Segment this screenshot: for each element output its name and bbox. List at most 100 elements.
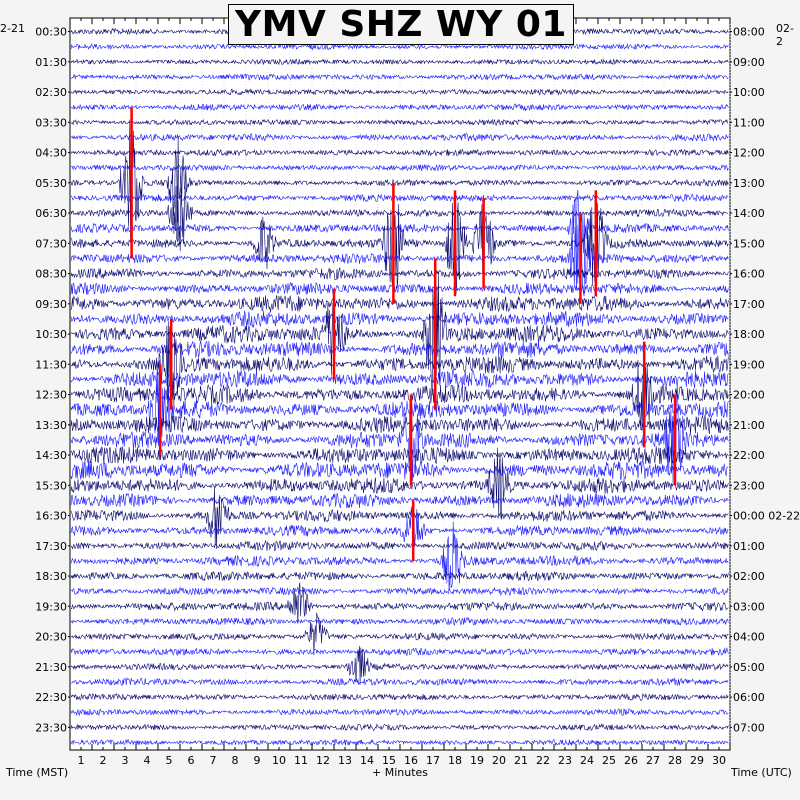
left-time-label: 20:30 (35, 631, 67, 644)
seismic-traces (70, 27, 729, 747)
x-axis-title: + Minutes (372, 766, 429, 779)
trace-row-5 (70, 103, 729, 112)
x-tick-label: 21 (514, 754, 528, 767)
trace-row-14 (70, 191, 729, 297)
trace-row-45 (70, 708, 729, 717)
left-time-label: 02:30 (35, 86, 67, 99)
right-time-label: 20:00 (733, 389, 765, 402)
trace-row-13 (70, 189, 729, 254)
x-tick-label: 4 (144, 754, 151, 767)
left-time-label: 22:30 (35, 691, 67, 704)
x-tick-label: 29 (690, 754, 704, 767)
plot-title: YMV SHZ WY 01 (235, 3, 567, 45)
trace-row-20 (70, 272, 729, 396)
left-time-label: 18:30 (35, 570, 67, 583)
left-time-label: 10:30 (35, 328, 67, 341)
left-time-label: 13:30 (35, 419, 67, 432)
right-time-label: 19:00 (733, 358, 765, 371)
trace-row-40 (70, 612, 729, 656)
trace-row-35 (70, 521, 729, 591)
left-time-label: 08:30 (35, 268, 67, 281)
trace-row-38 (70, 582, 729, 624)
left-time-label: 07:30 (35, 237, 67, 250)
right-time-label: 13:00 (733, 177, 765, 190)
trace-row-31 (70, 492, 729, 509)
left-time-label: 06:30 (35, 207, 67, 220)
x-tick-label: 23 (558, 754, 572, 767)
x-tick-label: 9 (254, 754, 261, 767)
right-time-label: 00:00 02-22 (733, 510, 800, 523)
x-tick-label: 8 (232, 754, 239, 767)
trace-row-29 (70, 460, 729, 480)
right-time-label: 10:00 (733, 86, 765, 99)
trace-row-7 (70, 132, 729, 142)
trace-row-15 (70, 217, 729, 297)
trace-row-8 (70, 148, 729, 157)
x-tick-label: 10 (272, 754, 286, 767)
x-tick-label: 18 (448, 754, 462, 767)
left-time-label: 14:30 (35, 449, 67, 462)
x-tick-label: 15 (382, 754, 396, 767)
trace-row-23 (70, 368, 729, 389)
trace-row-27 (70, 393, 729, 483)
x-tick-label: 12 (316, 754, 330, 767)
trace-row-26 (70, 414, 729, 435)
trace-row-34 (70, 539, 729, 552)
x-tick-label: 3 (122, 754, 129, 767)
trace-row-1 (70, 42, 729, 51)
trace-row-24 (70, 349, 729, 439)
x-tick-label: 26 (624, 754, 638, 767)
right-time-label: 16:00 (733, 268, 765, 281)
right-time-label: 09:00 (733, 56, 765, 69)
trace-row-44 (70, 693, 729, 701)
x-tick-label: 17 (426, 754, 440, 767)
trace-row-30 (70, 447, 729, 520)
trace-row-41 (70, 646, 729, 657)
trace-row-32 (70, 486, 729, 550)
trace-row-37 (70, 586, 729, 597)
start-date-right: 02-2 (776, 22, 794, 48)
right-time-label: 08:00 (733, 26, 765, 39)
trace-row-9 (70, 163, 729, 172)
right-time-label: 02:00 (733, 570, 765, 583)
right-time-label: 12:00 (733, 147, 765, 160)
trace-row-19 (70, 310, 729, 328)
right-time-label: 21:00 (733, 419, 765, 432)
left-axis-title: Time (MST) (6, 766, 69, 779)
trace-row-3 (70, 73, 729, 81)
left-time-label: 01:30 (35, 56, 67, 69)
trace-row-36 (70, 570, 729, 582)
x-tick-label: 11 (294, 754, 308, 767)
right-time-label: 18:00 (733, 328, 765, 341)
trace-row-4 (70, 88, 729, 96)
x-tick-label: 16 (404, 754, 418, 767)
trace-row-2 (70, 58, 729, 66)
left-time-label: 11:30 (35, 358, 67, 371)
trace-row-47 (70, 738, 729, 747)
trace-row-39 (70, 617, 729, 626)
trace-row-43 (70, 677, 729, 687)
x-tick-label: 1 (78, 754, 85, 767)
x-tick-label: 19 (470, 754, 484, 767)
x-tick-label: 25 (602, 754, 616, 767)
x-tick-label: 30 (712, 754, 726, 767)
left-time-label: 04:30 (35, 147, 67, 160)
x-tick-label: 7 (210, 754, 217, 767)
x-tick-label: 14 (360, 754, 374, 767)
x-tick-label: 28 (668, 754, 682, 767)
x-tick-label: 22 (536, 754, 550, 767)
x-tick-label: 24 (580, 754, 594, 767)
trace-row-22 (70, 321, 729, 408)
trace-row-6 (70, 118, 729, 126)
x-tick-label: 20 (492, 754, 506, 767)
right-time-label: 22:00 (733, 449, 765, 462)
left-time-label: 12:30 (35, 389, 67, 402)
right-time-label: 14:00 (733, 207, 765, 220)
trace-row-17 (70, 281, 729, 296)
trace-row-25 (70, 360, 729, 447)
x-tick-label: 2 (100, 754, 107, 767)
right-time-label: 11:00 (733, 116, 765, 129)
trace-row-28 (71, 445, 729, 465)
clipped-events (130, 107, 677, 561)
left-time-label: 03:30 (35, 116, 67, 129)
